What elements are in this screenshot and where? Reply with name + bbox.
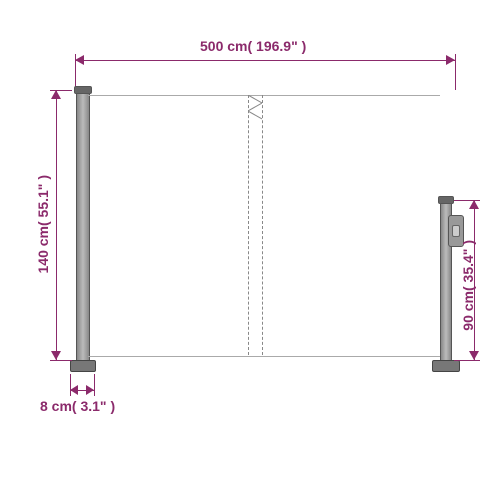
dim-base-label: 8 cm( 3.1" ) [40,398,115,414]
dim-width-label: 500 cm( 196.9" ) [200,38,306,54]
dim-height-tick-bot [50,360,72,361]
right-base [432,360,460,372]
right-post-cap [438,196,454,204]
left-cassette-cap-top [74,86,92,94]
panel-break-right [262,95,263,355]
dim-height-label: 140 cm( 55.1" ) [35,175,51,273]
dim-base-arrow-right [86,385,94,395]
dim-height-line [56,90,57,360]
dim-post-tick-bot [454,360,480,361]
panel-break-zigzag [248,95,262,125]
dim-width-arrow-left [75,55,84,65]
dim-post-label: 90 cm( 35.4" ) [460,240,476,331]
left-base [70,360,96,372]
dim-width-line [75,60,455,61]
dim-height-arrow-top [51,90,61,99]
dim-width-tick-right [455,54,456,90]
dimension-diagram: 500 cm( 196.9" ) 140 cm( 55.1" ) 90 cm( … [0,0,500,500]
dim-post-arrow-top [469,200,479,209]
dim-width-arrow-right [446,55,455,65]
panel-break-left [248,95,249,355]
awning-panel [88,95,440,357]
dim-height-arrow-bot [51,351,61,360]
right-post-handle-knob [452,225,460,237]
dim-base-tick-right [94,374,95,396]
dim-post-arrow-bot [469,351,479,360]
dim-base-arrow-left [70,385,78,395]
